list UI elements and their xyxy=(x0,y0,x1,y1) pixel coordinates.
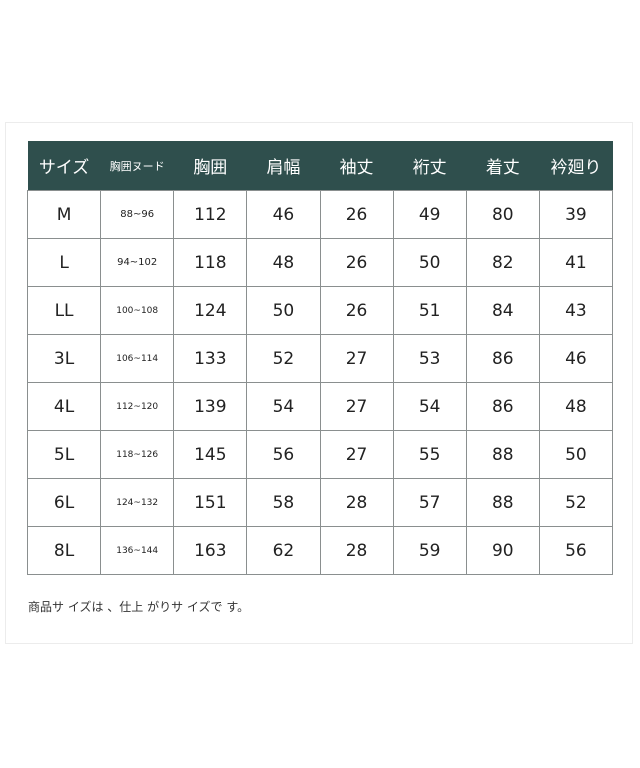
table-cell: 124~132 xyxy=(100,478,175,527)
table-row: LL 100~108 124 50 26 51 84 43 xyxy=(26,286,614,335)
table-row: 8L 136~144 163 62 28 59 90 56 xyxy=(26,526,614,575)
table-cell: 41 xyxy=(538,238,614,287)
table-cell: 145 xyxy=(173,430,248,479)
table-cell: 88 xyxy=(465,430,540,479)
table-cell: 50 xyxy=(246,286,321,335)
table-cell: 8L xyxy=(26,526,102,575)
table-row: L 94~102 118 48 26 50 82 41 xyxy=(26,238,614,287)
table-cell: 112~120 xyxy=(100,382,175,431)
table-cell: 28 xyxy=(319,526,394,575)
table-cell: 80 xyxy=(465,190,540,239)
table-cell: 5L xyxy=(26,430,102,479)
table-cell: 28 xyxy=(319,478,394,527)
table-cell: 124 xyxy=(173,286,248,335)
table-cell: 54 xyxy=(246,382,321,431)
table-cell: M xyxy=(26,190,102,239)
table-cell: 139 xyxy=(173,382,248,431)
table-cell: 86 xyxy=(465,334,540,383)
table-cell: 27 xyxy=(319,382,394,431)
table-cell: 4L xyxy=(26,382,102,431)
column-header: サイズ xyxy=(27,141,101,191)
table-cell: 82 xyxy=(465,238,540,287)
table-cell: 133 xyxy=(173,334,248,383)
table-cell: 49 xyxy=(392,190,467,239)
column-header: 肩幅 xyxy=(246,141,320,191)
table-cell: 58 xyxy=(246,478,321,527)
table-cell: 88~96 xyxy=(100,190,175,239)
table-cell: 54 xyxy=(392,382,467,431)
column-header: 袖丈 xyxy=(320,141,394,191)
table-header-row: サイズ 胸囲ヌード 胸囲 肩幅 袖丈 裄丈 着丈 衿廻り xyxy=(27,141,613,191)
table-row: 3L 106~114 133 52 27 53 86 46 xyxy=(26,334,614,383)
table-cell: 52 xyxy=(538,478,614,527)
table-cell: 100~108 xyxy=(100,286,175,335)
column-header: 胸囲 xyxy=(173,141,247,191)
table-cell: 48 xyxy=(246,238,321,287)
table-cell: 48 xyxy=(538,382,614,431)
table-cell: 53 xyxy=(392,334,467,383)
table-cell: 62 xyxy=(246,526,321,575)
table-row: 6L 124~132 151 58 28 57 88 52 xyxy=(26,478,614,527)
table-cell: 112 xyxy=(173,190,248,239)
table-cell: LL xyxy=(26,286,102,335)
table-cell: L xyxy=(26,238,102,287)
table-cell: 50 xyxy=(392,238,467,287)
column-header: 裄丈 xyxy=(393,141,467,191)
column-header: 着丈 xyxy=(466,141,540,191)
table-row: M 88~96 112 46 26 49 80 39 xyxy=(26,190,614,239)
table-cell: 55 xyxy=(392,430,467,479)
table-cell: 106~114 xyxy=(100,334,175,383)
table-cell: 57 xyxy=(392,478,467,527)
table-cell: 151 xyxy=(173,478,248,527)
table-cell: 50 xyxy=(538,430,614,479)
size-table: サイズ 胸囲ヌード 胸囲 肩幅 袖丈 裄丈 着丈 衿廻り M 88~96 112 46 26 49 80 3… xyxy=(26,141,614,575)
size-note: 商品サ イズは 、仕上 がりサ イズで す。 xyxy=(28,600,250,614)
table-cell: 6L xyxy=(26,478,102,527)
table-cell: 118~126 xyxy=(100,430,175,479)
table-cell: 86 xyxy=(465,382,540,431)
table-cell: 26 xyxy=(319,286,394,335)
table-cell: 88 xyxy=(465,478,540,527)
column-header: 胸囲ヌード xyxy=(100,141,174,191)
table-cell: 51 xyxy=(392,286,467,335)
table-cell: 84 xyxy=(465,286,540,335)
table-cell: 56 xyxy=(538,526,614,575)
table-cell: 27 xyxy=(319,430,394,479)
table-cell: 27 xyxy=(319,334,394,383)
table-cell: 26 xyxy=(319,238,394,287)
table-cell: 163 xyxy=(173,526,248,575)
table-cell: 26 xyxy=(319,190,394,239)
table-cell: 3L xyxy=(26,334,102,383)
table-cell: 56 xyxy=(246,430,321,479)
table-cell: 90 xyxy=(465,526,540,575)
table-cell: 46 xyxy=(246,190,321,239)
table-cell: 43 xyxy=(538,286,614,335)
table-cell: 46 xyxy=(538,334,614,383)
table-cell: 59 xyxy=(392,526,467,575)
table-cell: 136~144 xyxy=(100,526,175,575)
table-row: 5L 118~126 145 56 27 55 88 50 xyxy=(26,430,614,479)
table-cell: 39 xyxy=(538,190,614,239)
table-cell: 94~102 xyxy=(100,238,175,287)
column-header: 衿廻り xyxy=(539,141,613,191)
table-cell: 52 xyxy=(246,334,321,383)
table-row: 4L 112~120 139 54 27 54 86 48 xyxy=(26,382,614,431)
table-cell: 118 xyxy=(173,238,248,287)
